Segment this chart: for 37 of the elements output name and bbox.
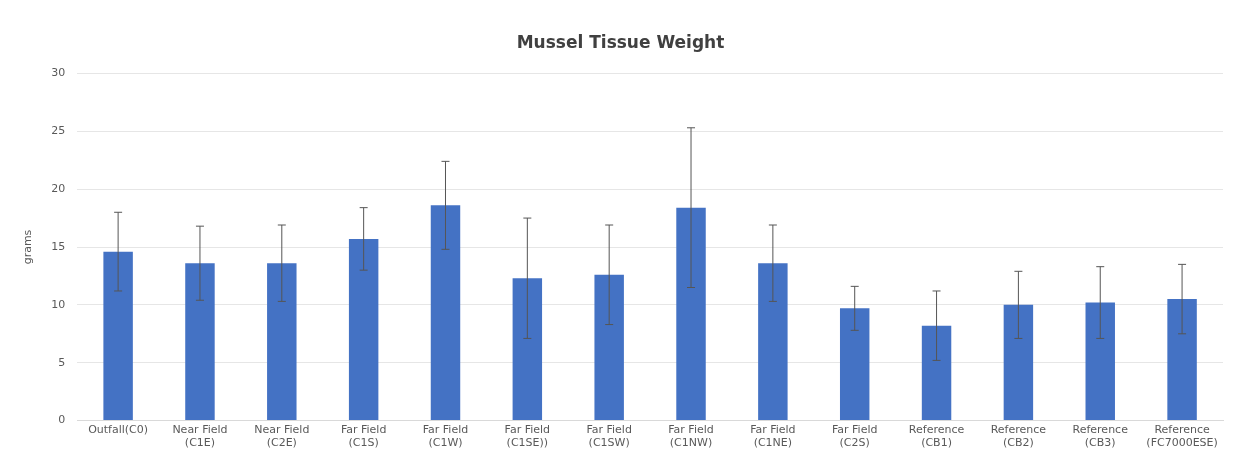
x-tick-label: Reference (CB2) xyxy=(990,423,1047,450)
x-tick-label: Reference (FC7000ESE) xyxy=(1146,423,1218,450)
x-tick-label: Far Field (C1SW) xyxy=(586,423,632,450)
x-tick-label: Near Field (C2E) xyxy=(254,423,310,450)
bar xyxy=(512,278,543,421)
bar xyxy=(1167,299,1197,421)
x-tick-label: Far Field (C2S) xyxy=(831,423,878,450)
bar xyxy=(1003,304,1034,421)
bar xyxy=(594,274,624,421)
bar xyxy=(430,205,461,421)
x-tick-label: Far Field (C1NE) xyxy=(750,423,796,450)
bar xyxy=(758,263,788,421)
bar xyxy=(1085,302,1115,421)
bar xyxy=(267,263,297,421)
bar xyxy=(921,325,952,421)
y-axis-title: grams xyxy=(21,229,35,265)
y-tick-label: 20 xyxy=(51,181,66,195)
bar xyxy=(676,207,706,421)
x-tick-label: Far Field (C1NW) xyxy=(668,423,714,450)
x-tick-label: Reference (CB1) xyxy=(908,423,965,450)
bar xyxy=(839,308,870,421)
y-tick-label: 15 xyxy=(51,239,66,253)
y-tick-label: 0 xyxy=(58,413,66,427)
chart-title: Mussel Tissue Weight xyxy=(516,31,725,52)
x-tick-label: Far Field (C1W) xyxy=(422,423,469,450)
y-tick-label: 25 xyxy=(51,124,66,138)
x-tick-label: Far Field (C1S) xyxy=(340,423,387,450)
y-tick-label: 30 xyxy=(51,66,66,80)
x-tick-label: Far Field (C1SE)) xyxy=(504,423,551,450)
x-tick-label: Reference (CB3) xyxy=(1072,423,1129,450)
bar xyxy=(185,263,215,421)
x-tick-label: Near Field (C1E) xyxy=(172,423,228,450)
y-tick-label: 10 xyxy=(51,297,66,311)
x-tick-label: Outfall(C0) xyxy=(88,423,149,437)
y-tick-label: 5 xyxy=(58,355,66,369)
bar xyxy=(103,251,133,421)
bar xyxy=(348,238,379,421)
